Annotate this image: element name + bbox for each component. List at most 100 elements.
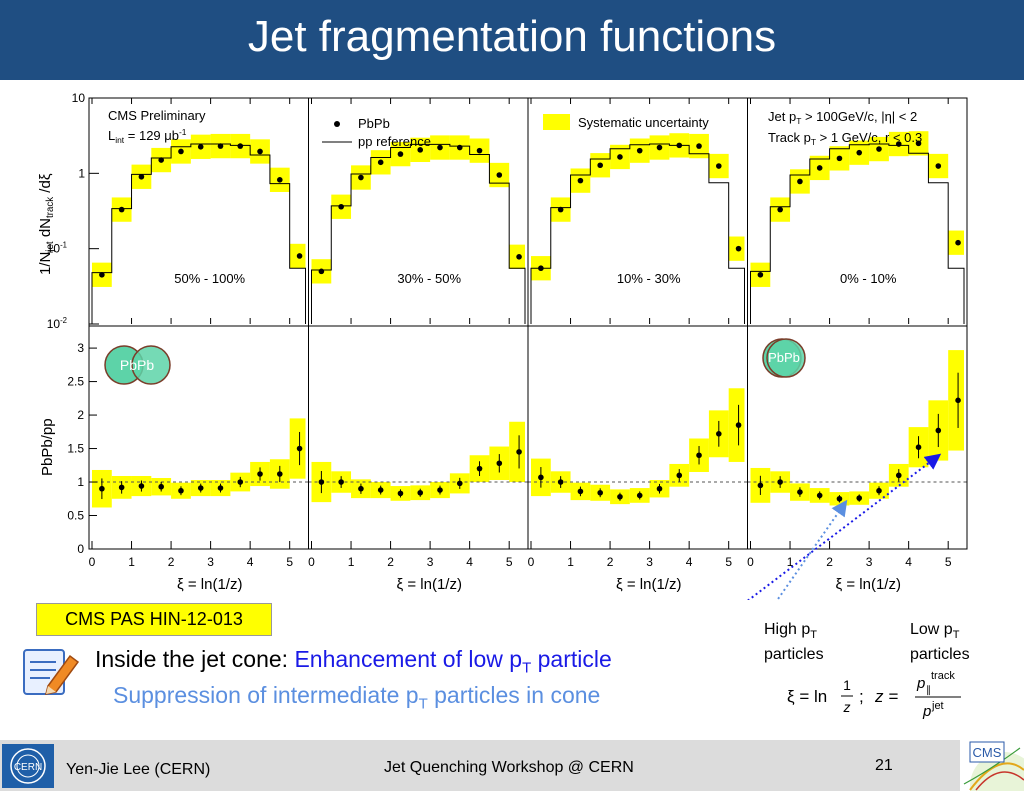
x-tick-label: 0 [747, 555, 754, 569]
x-tick-label: 3 [866, 555, 873, 569]
pbpb-point [538, 265, 544, 272]
x-tick-label: 4 [247, 555, 254, 569]
ratio-point [735, 422, 742, 428]
ratio-point [577, 488, 584, 495]
ratio-point [757, 482, 764, 489]
pbpb-point [358, 174, 364, 181]
pp-reference-histogram [91, 143, 306, 324]
x-tick-label: 4 [466, 555, 473, 569]
cern-logo: CERN [2, 744, 54, 788]
pbpb-point [377, 159, 384, 166]
pbpb-point [577, 177, 584, 184]
pbpb-point [597, 162, 603, 169]
ratio-point [816, 492, 823, 499]
ratio-point [318, 479, 325, 485]
badge-circle [766, 338, 806, 378]
pbpb-point [338, 203, 344, 210]
pbpb-point [777, 206, 783, 213]
pbpb-point [118, 206, 125, 213]
x-tick-label: 3 [646, 555, 653, 569]
line1-highlight-b: particle [531, 646, 612, 672]
cms-logo: CMS [960, 740, 1024, 796]
pbpb-point [735, 245, 742, 252]
pbpb-point [296, 253, 303, 259]
pbpb-badge-label: PbPb [768, 350, 800, 365]
pbpb-point [417, 147, 424, 153]
x-axis-label: ξ = ln(1/z) [616, 576, 682, 593]
ratio-point [338, 479, 344, 485]
pbpb-point [257, 148, 263, 155]
pbpb-point [437, 144, 443, 151]
ratio-point [178, 487, 184, 494]
legend-cms-preliminary: CMS Preliminary [108, 108, 206, 123]
x-tick-label: 0 [89, 555, 96, 569]
ratio-point [397, 490, 404, 497]
pp-reference-histogram [750, 143, 965, 324]
pbpb-point [516, 253, 522, 260]
ratio-point [358, 485, 364, 492]
ratio-point [557, 479, 564, 485]
ratio-point [138, 483, 145, 489]
x-tick-label: 5 [286, 555, 293, 569]
ratio-point [617, 493, 623, 500]
x-tick-label: 3 [427, 555, 434, 569]
centrality-label: 50% - 100% [174, 271, 245, 286]
y-tick-label: 2 [77, 408, 84, 422]
y-tick-label: 0.5 [67, 509, 84, 523]
x-tick-label: 2 [607, 555, 614, 569]
pbpb-point [656, 144, 663, 151]
ratio-point [476, 465, 483, 472]
line2-a: Suppression of intermediate p [113, 682, 419, 708]
x-tick-label: 5 [725, 555, 732, 569]
x-tick-label: 5 [945, 555, 952, 569]
ratio-point [417, 489, 424, 496]
y-tick-label: 2.5 [67, 375, 84, 389]
ratio-point [538, 474, 544, 481]
ratio-point [99, 485, 105, 492]
pbpb-point [856, 149, 863, 156]
pbpb-point [456, 144, 463, 151]
y-tick-label: 1.5 [67, 442, 84, 456]
cern-logo-text: CERN [14, 762, 42, 773]
slide-title: Jet fragmentation functions [247, 12, 777, 61]
y-tick-label: 0 [77, 542, 84, 556]
x-tick-label: 1 [787, 555, 794, 569]
y-axis-label-bottom: PbPb/pp [39, 418, 56, 476]
ratio-point [836, 495, 843, 502]
high-pt-a: High p [764, 621, 811, 638]
pbpb-point [716, 163, 722, 169]
pbpb-point [915, 140, 922, 147]
pbpb-point [178, 148, 184, 155]
line2-sub: T [418, 695, 428, 713]
notepad-pencil-icon [23, 649, 80, 695]
x-axis-label: ξ = ln(1/z) [177, 576, 243, 593]
formula-den-sup: jet [931, 700, 944, 712]
formula-num-sub: ∥ [926, 685, 931, 696]
pbpb-point [876, 146, 882, 152]
ratio-point [237, 479, 244, 485]
ratio-point [656, 485, 663, 492]
ratio-point [597, 489, 603, 496]
y-tick-label: 10-2 [47, 316, 67, 331]
pbpb-point [397, 151, 404, 157]
pbpb-point [935, 163, 942, 169]
y-axis-label-top: 1/Njet dNtrack /dξ [37, 173, 56, 275]
centrality-label: 0% - 10% [840, 271, 897, 286]
y-tick-label: 10-1 [47, 241, 67, 256]
ratio-point [777, 479, 783, 485]
pbpb-point [476, 147, 483, 154]
pbpb-point [617, 154, 623, 160]
ratio-point [197, 485, 204, 491]
pbpb-point [955, 239, 961, 246]
x-tick-label: 1 [128, 555, 135, 569]
cms-logo-text: CMS [973, 745, 1002, 760]
formula-sep: ; [859, 687, 864, 706]
ratio-point [456, 480, 463, 487]
legend-systematic: Systematic uncertainty [578, 115, 709, 130]
fragmentation-chart: 50% - 100% 0 1 2 3 4 5 ξ = ln(1/z) 30% - 50% 0 1 2 3… [37, 91, 968, 600]
formula-num-sup: track [931, 670, 955, 682]
x-tick-label: 2 [168, 555, 175, 569]
x-tick-label: 2 [826, 555, 833, 569]
ratio-point [935, 427, 942, 434]
x-axis-label: ξ = ln(1/z) [835, 576, 901, 593]
